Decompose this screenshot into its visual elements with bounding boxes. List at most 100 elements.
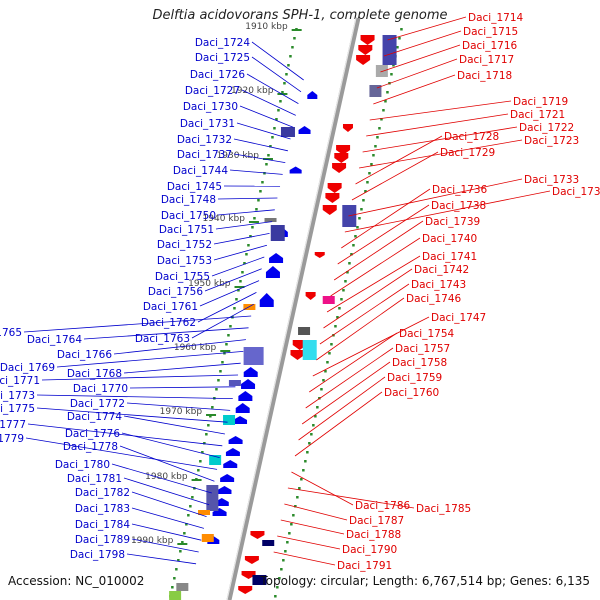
reverse-gene-arrow <box>336 145 351 155</box>
tick-dot <box>302 469 305 472</box>
tick-dot <box>257 199 260 202</box>
leader-line <box>131 507 205 529</box>
reverse-gene-arrow <box>238 586 253 594</box>
tick-dot <box>259 190 262 193</box>
gene-label-left: Daci_1753 <box>157 255 212 267</box>
gene-label-right: Daci_1734 <box>552 186 600 198</box>
leader-line <box>121 432 220 458</box>
feature-block <box>302 340 317 360</box>
gene-label-right: Daci_1736 <box>432 184 488 196</box>
tick-dot <box>280 568 283 571</box>
leader-line <box>251 41 304 81</box>
gene-label-left: Daci_1727 <box>185 85 240 97</box>
gene-label-left: Daci_1765 <box>0 327 22 339</box>
leader-line <box>344 190 551 233</box>
feature-block <box>243 347 264 365</box>
gene-label-left: Daci_1748 <box>161 194 216 206</box>
forward-gene-arrow <box>217 486 232 494</box>
gene-label-right: Daci_1739 <box>425 216 480 228</box>
leader-line <box>280 519 345 535</box>
feature-block <box>206 485 219 511</box>
tick-dot <box>239 280 242 283</box>
forward-gene-arrow <box>220 474 235 482</box>
leader-line <box>319 283 410 345</box>
tick-dot <box>253 217 256 220</box>
ruler-label: 1950 kbp <box>188 279 231 289</box>
tick-dot <box>374 145 377 148</box>
tick-dot <box>282 559 285 562</box>
tick-dot <box>181 541 184 544</box>
gene-label-left: Daci_1764 <box>27 334 83 346</box>
gene-label-left: Daci_1772 <box>70 398 125 410</box>
tick-dot <box>306 451 309 454</box>
leader-line <box>123 415 225 435</box>
reverse-gene-arrow <box>327 183 342 193</box>
reverse-gene-arrow <box>334 153 349 163</box>
feature-block <box>176 583 189 591</box>
tick-dot <box>197 469 200 472</box>
tick-dot <box>390 73 393 76</box>
tick-dot <box>229 325 232 328</box>
tick-dot <box>380 118 383 121</box>
gene-label-left: Daci_1781 <box>67 473 122 485</box>
forward-gene-arrow <box>269 253 284 263</box>
tick-dot <box>219 370 222 373</box>
gene-label-right: Daci_1719 <box>513 96 568 108</box>
accession-text: Accession: NC_010002 <box>8 574 145 588</box>
leader-line <box>119 445 215 482</box>
leader-line <box>233 153 286 163</box>
gene-label-right: Daci_1721 <box>510 109 565 121</box>
feature-block <box>369 85 382 97</box>
gene-label-right: Daci_1733 <box>524 174 579 186</box>
tick-dot <box>304 460 307 463</box>
leader-line <box>27 423 223 447</box>
tick-dot <box>310 433 313 436</box>
leader-line <box>131 538 199 553</box>
gene-label-left: Daci_1776 <box>65 428 121 440</box>
gene-label-right: Daci_1722 <box>519 122 574 134</box>
tick-dot <box>265 163 268 166</box>
leader-line <box>362 126 518 153</box>
leader-line <box>25 437 218 470</box>
tick-dot <box>334 325 337 328</box>
tick-dot <box>368 172 371 175</box>
gene-label-right: Daci_1740 <box>422 233 477 245</box>
gene-label-right: Daci_1738 <box>431 200 486 212</box>
tick-dot <box>292 514 295 517</box>
gene-label-right: Daci_1729 <box>440 147 495 159</box>
feature-block <box>169 591 182 600</box>
gene-label-left: Daci_1762 <box>141 317 196 329</box>
tick-dot <box>398 37 401 40</box>
tick-dot <box>267 154 270 157</box>
tick-dot <box>314 415 317 418</box>
leader-line <box>191 303 254 339</box>
gene-label-left: Daci_1761 <box>143 301 198 313</box>
tick-dot <box>352 244 355 247</box>
gene-label-right: Daci_1786 <box>355 500 411 512</box>
tick-dot <box>358 217 361 220</box>
tick-dot <box>205 433 208 436</box>
gene-label-left: Daci_1724 <box>195 37 251 49</box>
gene-label-left: Daci_1751 <box>159 224 214 236</box>
reverse-gene-arrow <box>314 252 325 258</box>
leader-line <box>287 487 415 509</box>
tick-dot <box>211 406 214 409</box>
gene-label-right: Daci_1715 <box>463 26 518 38</box>
tick-dot <box>338 307 341 310</box>
leader-line <box>284 503 348 521</box>
leader-line <box>123 362 241 374</box>
reverse-gene-arrow <box>325 193 340 203</box>
tick-dot <box>291 46 294 49</box>
reverse-gene-arrow <box>250 531 265 539</box>
leader-line <box>131 523 202 541</box>
ruler-label: 1930 kbp <box>217 151 260 161</box>
gene-label-left: Daci_1771 <box>0 375 40 387</box>
tick-dot <box>207 424 210 427</box>
gene-label-left: Daci_1779 <box>0 433 24 445</box>
tick-dot <box>275 118 278 121</box>
tick-dot <box>354 235 357 238</box>
gene-label-right: Daci_1757 <box>395 343 450 355</box>
gene-label-left: Daci_1732 <box>177 134 232 146</box>
tick-dot <box>215 388 218 391</box>
